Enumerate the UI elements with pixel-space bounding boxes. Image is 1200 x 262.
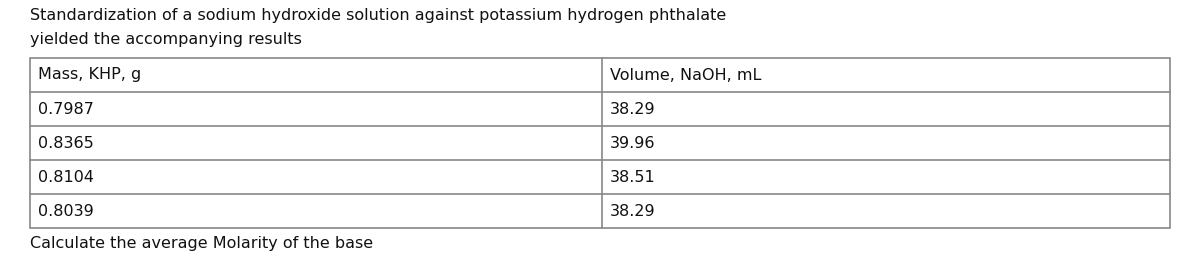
Text: yielded the accompanying results: yielded the accompanying results (30, 32, 302, 47)
Text: 0.7987: 0.7987 (38, 101, 94, 117)
Text: Volume, NaOH, mL: Volume, NaOH, mL (611, 68, 762, 83)
Text: 38.29: 38.29 (611, 101, 656, 117)
Text: 39.96: 39.96 (611, 135, 655, 150)
Text: 38.29: 38.29 (611, 204, 656, 219)
Bar (30, 58, 1170, 228)
Text: Calculate the average Molarity of the base: Calculate the average Molarity of the ba… (30, 236, 373, 251)
Text: Standardization of a sodium hydroxide solution against potassium hydrogen phthal: Standardization of a sodium hydroxide so… (30, 8, 726, 23)
Text: Mass, KHP, g: Mass, KHP, g (38, 68, 142, 83)
Text: 0.8039: 0.8039 (38, 204, 94, 219)
Text: 0.8104: 0.8104 (38, 170, 94, 184)
Text: 0.8365: 0.8365 (38, 135, 94, 150)
Text: 38.51: 38.51 (611, 170, 656, 184)
